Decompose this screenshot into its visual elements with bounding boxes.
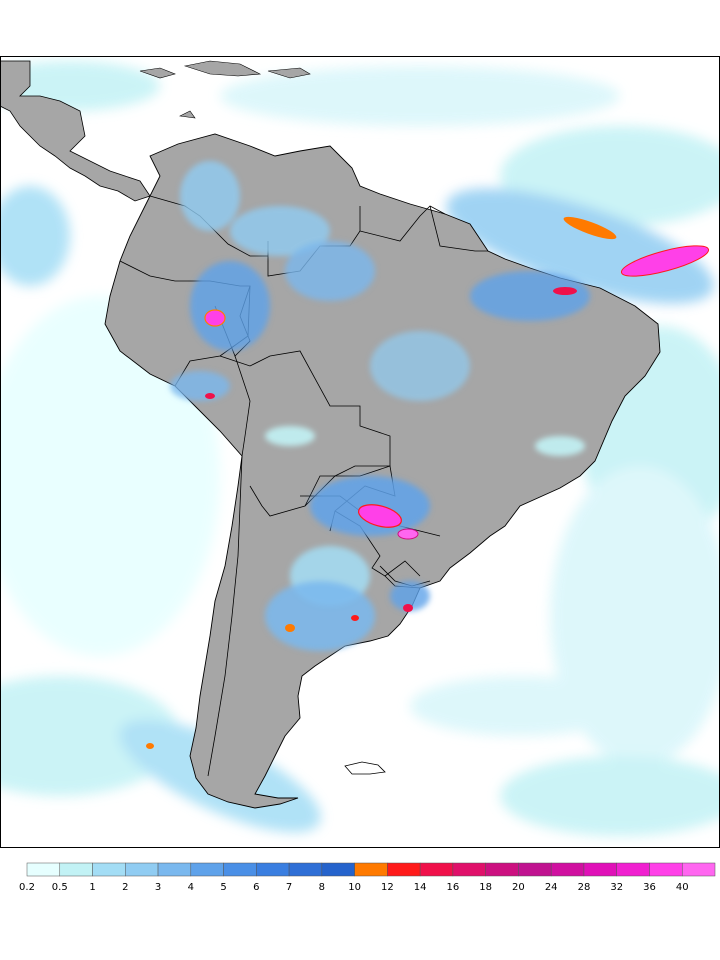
colorbar-swatch <box>223 862 257 877</box>
colorbar-swatch <box>419 862 454 877</box>
caribbean-islands <box>139 60 311 119</box>
colorbar-tick-label: 24 <box>545 882 558 893</box>
colorbar-swatch <box>649 862 683 877</box>
colorbar-swatch <box>518 862 552 877</box>
falkland-islands <box>344 761 386 775</box>
colorbar-tick-label: 32 <box>610 882 623 893</box>
colorbar-tick-label: 18 <box>479 882 492 893</box>
colorbar-tick-label: 10 <box>348 882 361 893</box>
central-america-landmass <box>0 60 151 202</box>
colorbar-swatch <box>583 862 617 877</box>
colorbar-tick-label: 5 <box>220 882 226 893</box>
colorbar-tick-label: 16 <box>447 882 460 893</box>
colorbar-swatch <box>26 862 61 877</box>
precipitation-map <box>0 56 720 848</box>
colorbar-swatch <box>321 862 355 877</box>
colorbar-tick-label: 7 <box>286 882 292 893</box>
colorbar-swatch <box>616 862 650 877</box>
colorbar-tick-label: 28 <box>578 882 591 893</box>
colorbar-swatch <box>157 862 192 877</box>
colorbar-tick-label: 2 <box>122 882 128 893</box>
colorbar-swatch <box>256 862 290 877</box>
colorbar-swatch <box>387 862 421 877</box>
colorbar-tick-label: 12 <box>381 882 394 893</box>
colorbar-tick-label: 6 <box>253 882 259 893</box>
colorbar-tick-label: 8 <box>319 882 325 893</box>
colorbar-swatch <box>681 862 716 877</box>
colorbar-tick-label: 0.2 <box>19 882 35 893</box>
colorbar-tick-label: 1 <box>89 882 95 893</box>
colorbar-swatch <box>550 862 585 877</box>
colorbar-tick-label: 3 <box>155 882 161 893</box>
colorbar-swatch <box>125 862 159 877</box>
colorbar-swatch <box>190 862 224 877</box>
colorbar-swatch <box>59 862 93 877</box>
colorbar-swatch <box>288 862 323 877</box>
precipitation-colorbar: 0.2 0.5 1 2 3 4 5 6 7 8 10 12 14 16 18 20 24 28 32 36 40 <box>19 862 716 893</box>
colorbar-swatch <box>354 862 388 877</box>
heavy-precip-cores <box>146 216 710 749</box>
ocean-precip-field <box>0 61 720 836</box>
colorbar-tick-label: 36 <box>643 882 656 893</box>
colorbar-tick-label: 0.5 <box>52 882 68 893</box>
colorbar-tick-label: 4 <box>188 882 194 893</box>
colorbar-swatch <box>452 862 486 877</box>
colorbar-swatch <box>485 862 519 877</box>
colorbar-swatch <box>92 862 126 877</box>
colorbar-tick-label: 40 <box>676 882 689 893</box>
colorbar-tick-label: 14 <box>414 882 427 893</box>
colorbar-swatches <box>26 862 716 877</box>
colorbar-labels: 0.2 0.5 1 2 3 4 5 6 7 8 10 12 14 16 18 20 24 28 32 36 40 <box>19 882 689 893</box>
colorbar-tick-label: 20 <box>512 882 525 893</box>
